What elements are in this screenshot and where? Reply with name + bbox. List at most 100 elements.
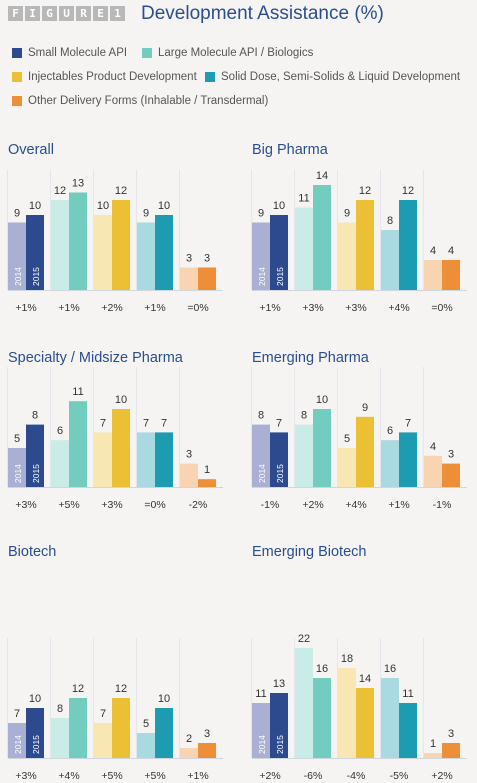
bar-2014-other-delivery [180, 267, 198, 290]
change-label: +5% [58, 499, 79, 511]
data-label-2014: 22 [298, 633, 310, 645]
year-label-2014: 2014 [13, 464, 23, 483]
year-label-2015: 2015 [275, 735, 285, 754]
legend-label: Other Delivery Forms (Inhalable / Transd… [28, 95, 269, 107]
data-label-2014: 7 [100, 708, 106, 720]
bar-2014-small-molecule [252, 424, 270, 487]
bar-2015-other-delivery [442, 743, 460, 758]
change-label: +3% [345, 302, 366, 314]
data-label-2014: 9 [143, 208, 149, 220]
chart-title: Big Pharma [252, 142, 329, 158]
data-label-2014: 9 [344, 208, 350, 220]
data-label-2015: 10 [29, 693, 41, 705]
legend: Small Molecule API Large Molecule API / … [12, 47, 472, 117]
figure-label-letter: U [59, 6, 74, 21]
legend-label: Injectables Product Development [28, 71, 197, 83]
data-label-2014: 16 [384, 663, 396, 675]
data-label-2015: 8 [32, 410, 38, 422]
data-label-2015: 7 [405, 417, 411, 429]
bar-2014-injectables [338, 448, 356, 487]
data-label-2014: 4 [430, 441, 436, 453]
legend-item-small-molecule: Small Molecule API [12, 47, 127, 59]
data-label-2014: 12 [54, 185, 66, 197]
data-label-2014: 2 [186, 733, 192, 745]
legend-item-large-molecule: Large Molecule API / Biologics [142, 47, 313, 59]
year-label-2015: 2015 [275, 464, 285, 483]
bar-2015-small-molecule [270, 432, 288, 487]
figure-label-letter: E [93, 6, 108, 21]
change-label: +4% [388, 302, 409, 314]
legend-swatch [12, 96, 22, 106]
data-label-2014: 4 [430, 245, 436, 257]
change-label: +1% [388, 499, 409, 511]
bar-2015-large-molecule [69, 192, 87, 290]
chart-title: Overall [8, 142, 54, 158]
data-label-2014: 5 [344, 433, 350, 445]
bar-2015-large-molecule [313, 678, 331, 758]
bar-2015-small-molecule [270, 693, 288, 758]
bar-2015-large-molecule [313, 185, 331, 290]
data-label-2014: 7 [14, 708, 20, 720]
bar-2014-solid-dose [381, 230, 399, 290]
data-label-2014: 10 [97, 200, 109, 212]
change-label: +1% [187, 770, 208, 782]
data-label-2014: 3 [186, 449, 192, 461]
data-label-2015: 10 [115, 394, 127, 406]
bar-2015-small-molecule [26, 215, 44, 290]
bar-2014-large-molecule [51, 200, 69, 290]
bar-2014-injectables [94, 723, 112, 758]
bar-2015-solid-dose [399, 200, 417, 290]
data-label-2014: 7 [100, 417, 106, 429]
legend-label: Solid Dose, Semi-Solids & Liquid Develop… [221, 71, 461, 83]
bar-2014-solid-dose [137, 222, 155, 290]
figure-label-letter: R [76, 6, 91, 21]
bar-2014-injectables [94, 215, 112, 290]
data-label-2014: 11 [298, 193, 309, 205]
bar-2014-large-molecule [295, 207, 313, 290]
bar-2014-small-molecule [8, 448, 26, 487]
change-label: -2% [189, 499, 208, 511]
bar-2014-other-delivery [424, 260, 442, 290]
bar-2014-injectables [338, 222, 356, 290]
year-label-2015: 2015 [31, 735, 41, 754]
bar-2014-large-molecule [51, 718, 69, 758]
legend-swatch [142, 48, 152, 58]
change-label: +5% [144, 770, 165, 782]
bar-2014-solid-dose [381, 440, 399, 487]
legend-label: Large Molecule API / Biologics [158, 47, 314, 59]
bar-2014-small-molecule [252, 703, 270, 758]
change-label: +3% [15, 499, 36, 511]
bar-2014-large-molecule [295, 424, 313, 487]
change-label: -6% [304, 770, 323, 782]
data-label-2015: 3 [448, 728, 454, 740]
legend-label: Small Molecule API [28, 47, 128, 59]
data-label-2014: 8 [57, 703, 63, 715]
data-label-2015: 14 [316, 170, 328, 182]
change-label: -1% [261, 499, 280, 511]
data-label-2015: 7 [161, 417, 167, 429]
data-label-2015: 12 [359, 185, 371, 197]
chart-title: Specialty / Midsize Pharma [8, 350, 184, 366]
data-label-2014: 9 [14, 208, 20, 220]
change-label: +1% [15, 302, 36, 314]
change-label: =0% [431, 302, 452, 314]
bar-2014-solid-dose [381, 678, 399, 758]
legend-swatch [205, 72, 215, 82]
bar-2014-small-molecule [252, 222, 270, 290]
change-label: +1% [259, 302, 280, 314]
year-label-2015: 2015 [275, 267, 285, 286]
legend-swatch [12, 72, 22, 82]
data-label-2015: 10 [158, 200, 170, 212]
bar-2014-injectables [94, 432, 112, 487]
year-label-2014: 2014 [13, 735, 23, 754]
chart-title: Biotech [8, 544, 56, 560]
bar-2015-injectables [112, 698, 130, 758]
bar-2014-large-molecule [51, 440, 69, 487]
chart-title: Emerging Pharma [252, 350, 370, 366]
bar-2015-injectables [356, 416, 374, 487]
bar-2015-injectables [356, 688, 374, 758]
data-label-2015: 10 [316, 394, 328, 406]
data-label-2015: 3 [448, 449, 454, 461]
data-label-2015: 7 [276, 417, 282, 429]
year-label-2014: 2014 [257, 464, 267, 483]
